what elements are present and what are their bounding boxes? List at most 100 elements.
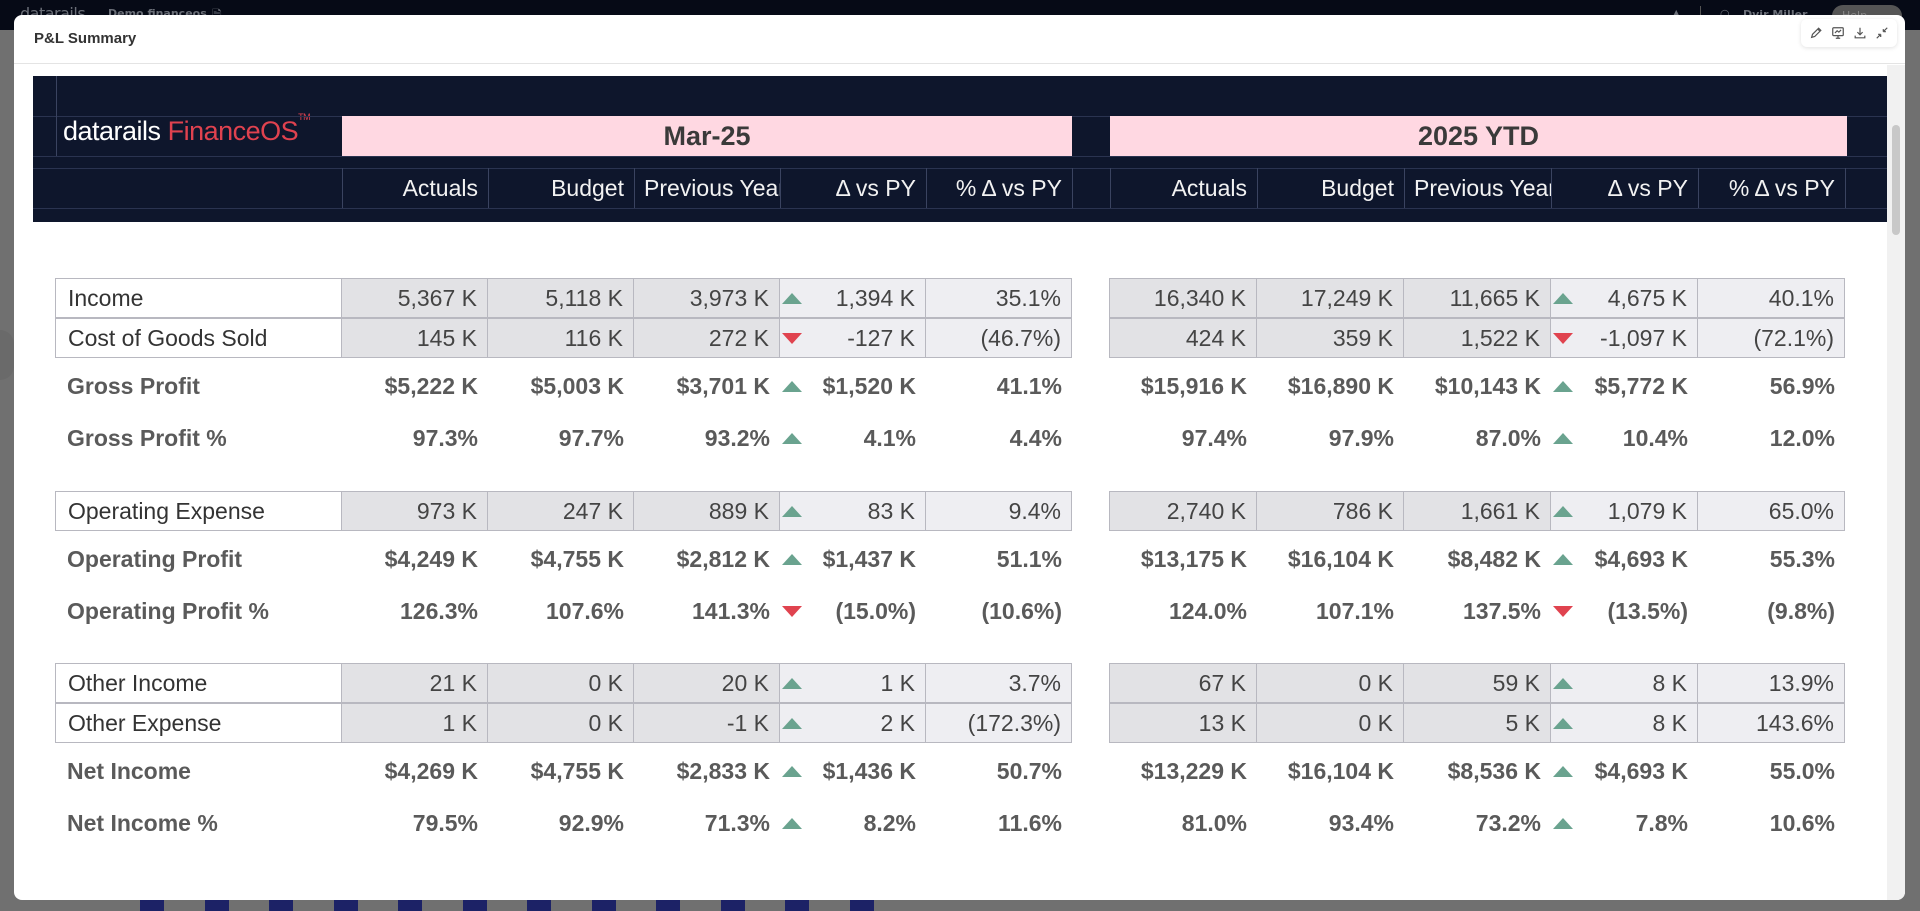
trend-down-icon bbox=[782, 591, 802, 631]
cell-ytd-2: 11,665 K bbox=[1403, 278, 1551, 318]
cell-ytd-1: 107.1% bbox=[1315, 597, 1394, 624]
collapse-icon bbox=[1876, 27, 1888, 39]
cell-mar-0: $4,249 K bbox=[384, 545, 478, 572]
cell-ytd-4: 10.6% bbox=[1769, 809, 1835, 836]
cell-mar-2: -1 K bbox=[633, 703, 780, 743]
notification-icon[interactable]: ▲ bbox=[1672, 7, 1681, 20]
header-gridline bbox=[488, 168, 489, 208]
cell-ytd-2: 73.2% bbox=[1475, 809, 1541, 836]
trend-down-icon bbox=[782, 318, 802, 358]
cell-ytd-4: (72.1%) bbox=[1697, 318, 1845, 358]
cell-ytd-0: $13,175 K bbox=[1140, 545, 1247, 572]
cell-mar-0: 1 K bbox=[341, 703, 488, 743]
cell-ytd-1: 17,249 K bbox=[1256, 278, 1404, 318]
brand-product: FinanceOS bbox=[167, 116, 299, 146]
cell-mar-3: -127 K bbox=[779, 318, 926, 358]
column-header-ytd-3: Δ vs PY bbox=[1607, 174, 1688, 201]
cell-ytd-1: 359 K bbox=[1256, 318, 1404, 358]
column-header-ytd-2: Previous Year bbox=[1414, 174, 1551, 201]
trend-up-icon bbox=[1553, 278, 1573, 318]
trend-down-icon bbox=[1553, 591, 1573, 631]
cell-ytd-3: 7.8% bbox=[1635, 809, 1688, 836]
cell-ytd-0: $15,916 K bbox=[1140, 372, 1247, 399]
cell-mar-2: 889 K bbox=[633, 491, 780, 531]
header-gridline bbox=[342, 168, 343, 208]
modal-scrollbar[interactable] bbox=[1887, 65, 1905, 900]
cell-ytd-0: 13 K bbox=[1109, 703, 1257, 743]
cell-ytd-1: 0 K bbox=[1256, 663, 1404, 703]
cell-mar-4: 3.7% bbox=[925, 663, 1072, 703]
cell-mar-1: $4,755 K bbox=[530, 757, 624, 784]
cell-mar-1: 116 K bbox=[487, 318, 634, 358]
trend-up-icon bbox=[782, 663, 802, 703]
cell-mar-3: $1,436 K bbox=[822, 757, 916, 784]
row-label: Other Expense bbox=[55, 703, 342, 743]
period-header-0: Mar-25 bbox=[342, 116, 1072, 156]
modal-toolbar bbox=[1801, 19, 1897, 47]
pl-report: datarails FinanceOSTM Mar-25 Actuals Budge… bbox=[33, 76, 1889, 896]
trend-up-icon bbox=[1553, 491, 1573, 531]
cell-ytd-2: 59 K bbox=[1403, 663, 1551, 703]
modal-header: P&L Summary bbox=[14, 15, 1905, 64]
cell-mar-0: 5,367 K bbox=[341, 278, 488, 318]
cell-ytd-3: 8 K bbox=[1550, 663, 1698, 703]
cell-ytd-3: $5,772 K bbox=[1594, 372, 1688, 399]
trademark: TM bbox=[298, 112, 311, 122]
cell-mar-0: 21 K bbox=[341, 663, 488, 703]
cell-ytd-1: $16,104 K bbox=[1287, 757, 1394, 784]
edit-button[interactable] bbox=[1807, 24, 1825, 42]
column-header-mar-2: Previous Year bbox=[644, 174, 780, 201]
row-label: Net Income bbox=[67, 757, 191, 784]
scrollbar-thumb[interactable] bbox=[1892, 125, 1900, 235]
cell-ytd-2: $10,143 K bbox=[1434, 372, 1541, 399]
cell-ytd-4: 55.3% bbox=[1769, 545, 1835, 572]
column-header-mar-4: % Δ vs PY bbox=[955, 174, 1062, 201]
cell-ytd-2: 137.5% bbox=[1462, 597, 1541, 624]
header-gridline bbox=[56, 76, 57, 156]
present-button[interactable] bbox=[1829, 24, 1847, 42]
column-header-ytd-1: Budget bbox=[1321, 174, 1394, 201]
brand-name: datarails bbox=[63, 116, 161, 146]
user-icon: ○ bbox=[1720, 7, 1730, 20]
cell-ytd-2: 1,522 K bbox=[1403, 318, 1551, 358]
pencil-icon bbox=[1810, 27, 1822, 39]
cell-ytd-3: 1,079 K bbox=[1550, 491, 1698, 531]
cell-mar-3: 1,394 K bbox=[779, 278, 926, 318]
cell-ytd-0: 97.4% bbox=[1181, 424, 1247, 451]
cell-mar-4: 51.1% bbox=[996, 545, 1062, 572]
header-gridline bbox=[634, 168, 635, 208]
cell-mar-1: 107.6% bbox=[545, 597, 624, 624]
cell-mar-3: $1,520 K bbox=[822, 372, 916, 399]
trend-up-icon bbox=[782, 491, 802, 531]
trend-up-icon bbox=[1553, 803, 1573, 843]
cell-ytd-4: 55.0% bbox=[1769, 757, 1835, 784]
cell-mar-2: $3,701 K bbox=[676, 372, 770, 399]
sidebar-handle[interactable] bbox=[0, 330, 14, 380]
trend-up-icon bbox=[1553, 539, 1573, 579]
download-button[interactable] bbox=[1851, 24, 1869, 42]
cell-mar-1: 5,118 K bbox=[487, 278, 634, 318]
cell-ytd-1: 786 K bbox=[1256, 491, 1404, 531]
cell-ytd-4: 143.6% bbox=[1697, 703, 1845, 743]
column-header-mar-0: Actuals bbox=[402, 174, 478, 201]
minimize-button[interactable] bbox=[1873, 24, 1891, 42]
pl-summary-modal: P&L Summary datarails FinanceOSTM Mar-25… bbox=[14, 15, 1905, 900]
column-header-ytd-0: Actuals bbox=[1171, 174, 1247, 201]
cell-ytd-4: 65.0% bbox=[1697, 491, 1845, 531]
cell-ytd-4: 12.0% bbox=[1769, 424, 1835, 451]
trend-up-icon bbox=[1553, 751, 1573, 791]
row-label: Gross Profit % bbox=[67, 424, 227, 451]
cell-ytd-2: 87.0% bbox=[1475, 424, 1541, 451]
cell-ytd-4: (9.8%) bbox=[1767, 597, 1835, 624]
report-header: datarails FinanceOSTM Mar-25 Actuals Budge… bbox=[33, 76, 1889, 222]
trend-up-icon bbox=[782, 366, 802, 406]
header-gridline bbox=[926, 168, 927, 208]
header-gridline bbox=[33, 208, 1889, 209]
cell-mar-0: 973 K bbox=[341, 491, 488, 531]
cell-mar-2: 20 K bbox=[633, 663, 780, 703]
cell-ytd-4: 56.9% bbox=[1769, 372, 1835, 399]
cell-mar-4: (10.6%) bbox=[981, 597, 1062, 624]
trend-up-icon bbox=[782, 278, 802, 318]
cell-mar-2: $2,812 K bbox=[676, 545, 770, 572]
cell-mar-4: 50.7% bbox=[996, 757, 1062, 784]
